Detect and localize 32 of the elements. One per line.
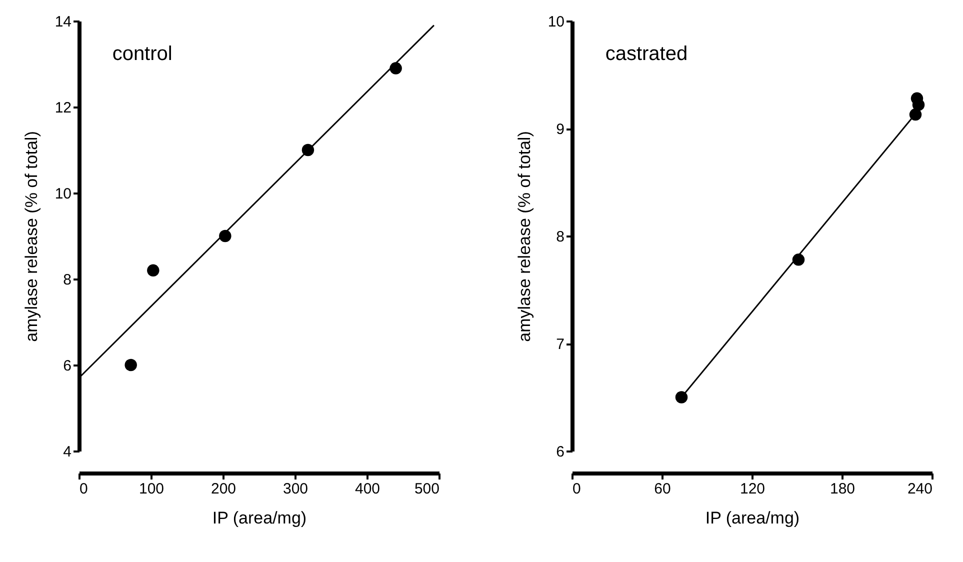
y-tick-label: 7 — [556, 336, 564, 353]
x-tick-label: 400 — [354, 480, 380, 498]
x-tick-label: 300 — [282, 480, 308, 498]
y-tick-label: 14 — [54, 14, 72, 30]
x-tick-label: 100 — [138, 480, 164, 498]
y-tick-label: 6 — [63, 358, 72, 374]
x-tick-label: 0 — [572, 480, 581, 498]
x-tick-label: 0 — [80, 480, 88, 498]
x-tick-label: 60 — [654, 480, 671, 498]
y-tick-label: 12 — [54, 100, 72, 116]
y-tick-label: 10 — [54, 186, 72, 202]
y-tick-label: 10 — [548, 14, 564, 30]
x-tick-label: 500 — [414, 480, 440, 498]
x-tick-label: 120 — [740, 480, 766, 498]
x-tick-label: 200 — [210, 480, 236, 498]
y-tick-label: 4 — [63, 444, 72, 460]
text: control — [112, 43, 172, 65]
x-tick-label: 240 — [907, 480, 932, 498]
x-axis-title: IP (area/mg) — [705, 508, 800, 528]
y-tick-label: 6 — [556, 444, 564, 460]
point — [147, 264, 160, 277]
text: castrated — [605, 43, 688, 65]
x-axis-title: IP (area/mg) — [212, 508, 307, 528]
y-axis-title: amylase release (% of total) — [514, 131, 534, 342]
y-tick-label: 9 — [556, 121, 564, 138]
point — [675, 391, 688, 404]
y-tick-label: 8 — [63, 272, 72, 288]
y-axis-title: amylase release (% of total) — [22, 131, 41, 342]
x-tick-label: 180 — [830, 480, 856, 498]
y-tick-label: 8 — [556, 228, 564, 246]
point — [124, 358, 137, 372]
point — [912, 98, 925, 111]
